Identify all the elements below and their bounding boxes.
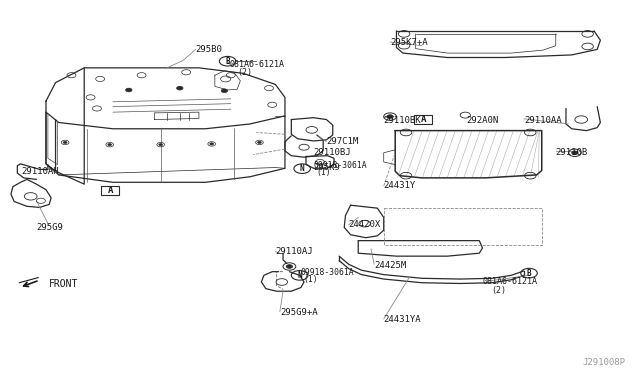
Text: 081A6-6121A: 081A6-6121A	[230, 60, 285, 69]
Text: (1): (1)	[317, 168, 332, 177]
Text: 29110AA: 29110AA	[524, 116, 561, 125]
Text: A: A	[108, 186, 113, 195]
Text: J291008P: J291008P	[583, 358, 626, 367]
Circle shape	[221, 89, 228, 93]
Text: 295B0: 295B0	[196, 45, 223, 54]
Text: A: A	[420, 115, 426, 124]
Text: (1): (1)	[303, 275, 318, 284]
Text: 29110BK: 29110BK	[384, 116, 421, 125]
Text: 295K9: 295K9	[314, 163, 340, 172]
Text: 29110BJ: 29110BJ	[314, 148, 351, 157]
Circle shape	[572, 151, 578, 155]
Text: 24431YA: 24431YA	[384, 315, 421, 324]
Circle shape	[125, 88, 132, 92]
Circle shape	[210, 143, 214, 145]
Text: 24420X: 24420X	[349, 220, 381, 229]
Text: 09918-3061A: 09918-3061A	[314, 161, 367, 170]
Text: FRONT: FRONT	[49, 279, 79, 289]
Text: B: B	[527, 269, 531, 278]
Text: 24425M: 24425M	[374, 261, 406, 270]
Circle shape	[257, 141, 261, 144]
Circle shape	[177, 86, 183, 90]
Text: 295G9: 295G9	[36, 223, 63, 232]
Text: N: N	[298, 271, 302, 280]
Circle shape	[159, 144, 163, 146]
Circle shape	[108, 144, 111, 146]
Text: 292A0N: 292A0N	[467, 116, 499, 125]
Text: 29110B: 29110B	[556, 148, 588, 157]
Text: 297C1M: 297C1M	[326, 137, 358, 146]
Text: 081A6-6121A: 081A6-6121A	[483, 278, 538, 286]
Text: 24431Y: 24431Y	[384, 182, 416, 190]
Text: 295K7+A: 295K7+A	[390, 38, 428, 46]
Circle shape	[63, 141, 67, 144]
Text: 09918-3061A: 09918-3061A	[301, 268, 355, 277]
Circle shape	[387, 115, 394, 118]
Text: (2): (2)	[237, 68, 252, 77]
Text: N: N	[300, 164, 305, 173]
Text: 295G9+A: 295G9+A	[280, 308, 317, 317]
Bar	[414, 115, 432, 124]
Bar	[101, 186, 119, 195]
Circle shape	[286, 264, 292, 268]
Text: B: B	[225, 57, 230, 66]
Text: 29110AH: 29110AH	[22, 167, 60, 176]
Text: 29110AJ: 29110AJ	[275, 247, 313, 256]
Text: (2): (2)	[491, 286, 506, 295]
